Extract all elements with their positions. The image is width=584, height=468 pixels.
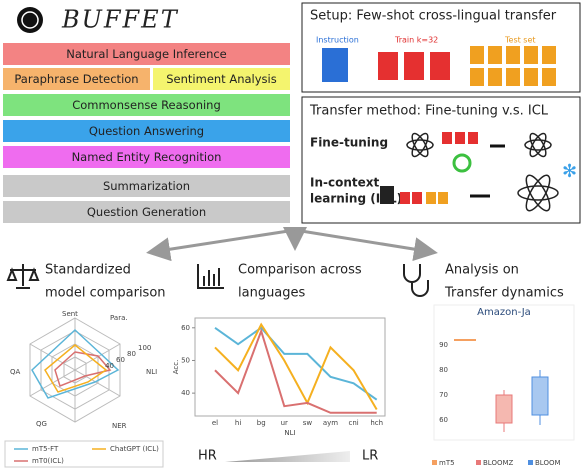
legend-label: mT0(ICL)	[32, 457, 64, 465]
plot-area	[194, 317, 386, 417]
y-tick-label: 60	[439, 416, 448, 424]
tick-label: 80	[127, 350, 136, 358]
transfer-box	[301, 96, 581, 224]
legend-label: BLOOMZ	[483, 459, 514, 467]
line	[214, 327, 377, 414]
task-bar	[3, 68, 150, 90]
label: Test set	[504, 36, 536, 45]
task-label: Natural Language Inference	[66, 47, 227, 61]
x-tick-label: ur	[281, 419, 288, 427]
radar-series	[44, 344, 108, 393]
line	[214, 326, 378, 401]
atom-icon	[406, 132, 559, 212]
y-tick-label: 60	[181, 324, 190, 332]
section-title: Standardized	[45, 263, 131, 278]
task-bar	[3, 146, 290, 168]
axis-label: NLI	[146, 368, 157, 376]
icon	[452, 153, 472, 173]
task-bar	[153, 68, 290, 90]
axis-label: QG	[36, 420, 47, 428]
icon	[378, 52, 450, 80]
task-label: Paraphrase Detection	[14, 72, 138, 86]
logo	[21, 11, 39, 29]
legend-swatch	[432, 460, 533, 465]
x-tick-label: hch	[370, 419, 383, 427]
y-tick-label: 90	[439, 341, 448, 349]
label: Train k=32	[394, 36, 438, 45]
task-bar	[3, 94, 290, 116]
task-bar	[3, 175, 290, 197]
x-tick-label: sw	[303, 419, 313, 427]
legend-label: BLOOM	[535, 459, 561, 467]
y-axis-label: Acc.	[172, 360, 180, 375]
logo	[17, 7, 43, 33]
icon	[426, 192, 448, 204]
y-tick-label: 40	[181, 389, 190, 397]
tick-label: 100	[138, 344, 151, 352]
task-label: Named Entity Recognition	[72, 150, 222, 164]
y-tick-label: 70	[439, 391, 448, 399]
task-label: Question Answering	[89, 124, 204, 138]
radar-series	[31, 328, 120, 399]
task-label: Sentiment Analysis	[166, 72, 276, 86]
section-title: languages	[238, 286, 306, 301]
box	[531, 376, 549, 416]
arrow	[146, 227, 438, 262]
tick-label: 40	[105, 362, 114, 370]
axis-label: Para.	[110, 314, 128, 322]
box	[495, 394, 513, 424]
icon	[322, 48, 348, 82]
label: Instruction	[316, 36, 359, 45]
radar-series	[54, 351, 112, 387]
radar-grid	[29, 317, 121, 423]
section-title: model comparison	[45, 286, 166, 301]
icon	[380, 186, 394, 204]
section-title: Comparison across	[238, 263, 362, 278]
arrow	[470, 144, 505, 198]
legend-label: mT5-FT	[32, 445, 59, 453]
tick-label: 60	[116, 356, 125, 364]
chart-title: Amazon-Ja	[477, 307, 531, 318]
section-title: Transfer dynamics	[444, 286, 564, 301]
axis-label: NER	[112, 422, 127, 430]
x-tick-label: el	[212, 419, 218, 427]
gradient-wedge	[225, 451, 350, 462]
label: Fine-tuning	[310, 136, 388, 150]
section-title: Analysis on	[445, 263, 519, 278]
icon	[400, 132, 478, 204]
y-tick-label: 80	[439, 366, 448, 374]
axis-label: QA	[10, 368, 21, 376]
task-bar	[3, 120, 290, 142]
setup-title: Setup: Few-shot cross-lingual transfer	[310, 9, 557, 24]
footer-label: LR	[362, 449, 378, 464]
x-tick-label: bg	[257, 419, 266, 427]
setup-box	[301, 2, 581, 93]
title: BUFFET	[61, 6, 179, 34]
x-tick-label: aym	[323, 419, 338, 427]
x-tick-label: hi	[235, 419, 241, 427]
task-bar	[3, 43, 290, 65]
y-tick-label: 50	[181, 356, 190, 364]
footer-label: HR	[198, 449, 217, 464]
task-bar	[3, 201, 290, 223]
label: In-context	[310, 176, 380, 190]
x-axis-label: NLI	[284, 429, 295, 437]
task-label: Question Generation	[87, 205, 206, 219]
task-label: Summarization	[103, 179, 190, 193]
axis-label: Sent	[62, 310, 78, 318]
transfer-title: Transfer method: Fine-tuning v.s. ICL	[309, 104, 549, 119]
legend-label: mT5	[439, 459, 455, 467]
legend	[4, 440, 164, 468]
line	[214, 322, 378, 410]
icon: ✻	[562, 161, 577, 182]
section-icon	[6, 264, 429, 297]
label: learning (ICL)	[310, 192, 402, 206]
legend-label: ChatGPT (ICL)	[110, 445, 159, 453]
task-label: Commonsense Reasoning	[72, 98, 221, 112]
icon	[470, 46, 556, 86]
x-tick-label: cni	[348, 419, 358, 427]
